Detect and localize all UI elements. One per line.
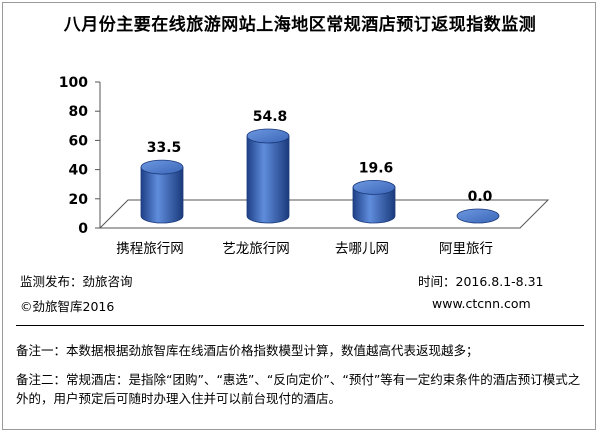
data-label: 0.0 — [468, 189, 493, 205]
y-tick-label: 20 — [69, 192, 89, 208]
bar — [246, 128, 290, 224]
bars — [140, 128, 500, 224]
category-label: 阿里旅行 — [439, 241, 493, 257]
copyright-label: ©劲旅智库2016 — [20, 299, 115, 314]
data-label: 33.5 — [147, 140, 182, 156]
chart-title: 八月份主要在线旅游网站上海地区常规酒店预订返现指数监测 — [63, 15, 537, 35]
y-tick-label: 100 — [59, 75, 88, 91]
source-label: 监测发布：劲旅咨询 — [20, 274, 133, 289]
data-label: 54.8 — [253, 109, 288, 125]
period-label: 时间：2016.8.1-8.31 — [418, 274, 544, 289]
bar — [456, 208, 500, 224]
y-tick-label: 60 — [69, 133, 89, 149]
category-label: 携程旅行网 — [116, 241, 184, 257]
separator-line — [16, 325, 584, 326]
image-frame — [2, 2, 596, 430]
y-tick-label: 80 — [69, 104, 89, 120]
chart-floor — [98, 82, 550, 229]
category-label: 艺龙旅行网 — [222, 241, 290, 257]
bar — [140, 159, 184, 224]
data-label: 19.6 — [359, 160, 394, 176]
y-tick-label: 40 — [69, 163, 89, 179]
x-axis-labels: 携程旅行网 艺龙旅行网 去哪儿网 阿里旅行 — [116, 241, 493, 257]
note-one: 备注一：本数据根据劲旅智库在线酒店价格指数模型计算，数值越高代表返现越多； — [16, 343, 479, 358]
y-tick-label: 0 — [78, 221, 88, 237]
bar-chart: 0 20 40 60 80 100 33.5 54.8 19.6 0.0 携程旅行网 艺龙旅行网 去… — [59, 75, 550, 257]
note-two: 备注二：常规酒店：是指除“团购”、“惠选”、“反向定价”、“预付”等有一定约束条… — [16, 372, 581, 406]
data-labels: 33.5 54.8 19.6 0.0 — [147, 109, 493, 205]
bar — [352, 179, 396, 224]
y-axis: 0 20 40 60 80 100 — [59, 75, 100, 237]
website-label: www.ctcnn.com — [432, 296, 531, 311]
category-label: 去哪儿网 — [335, 241, 389, 257]
